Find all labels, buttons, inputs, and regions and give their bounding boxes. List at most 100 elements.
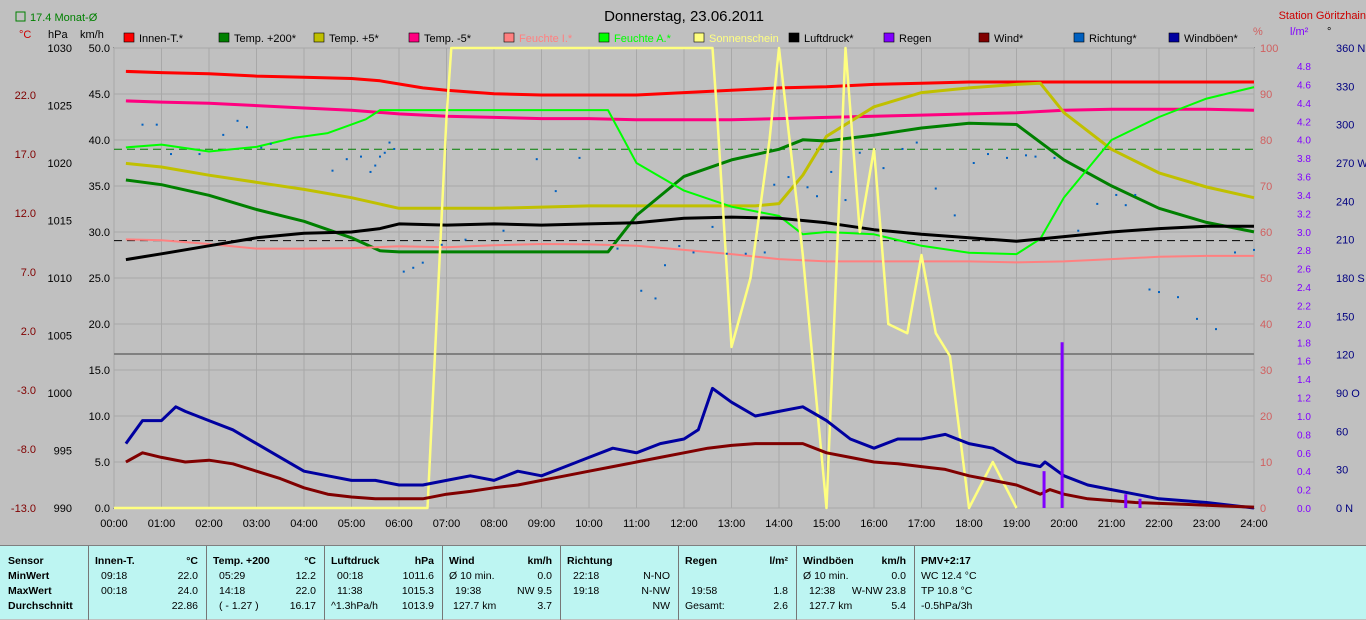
series-line-innen-t- — [125, 69, 1254, 97]
direction-point — [1034, 155, 1037, 158]
tick-label-time: 04:00 — [290, 518, 318, 530]
tick-label-celsius: 12.0 — [15, 208, 36, 220]
tick-label-kmh: 15.0 — [89, 365, 110, 377]
tick-label-hpa: 1020 — [48, 158, 72, 170]
tick-label-percent: 20 — [1260, 411, 1272, 423]
direction-point — [1134, 193, 1137, 196]
tick-label-direction: 270 W — [1336, 158, 1366, 170]
rain-bar — [1060, 342, 1064, 508]
legend-label: Richtung* — [1089, 33, 1137, 45]
tick-label-rain: 1.0 — [1297, 412, 1311, 423]
col-unit: km/h — [881, 555, 906, 567]
axis-unit-percent: % — [1253, 26, 1263, 38]
direction-point — [678, 245, 681, 248]
tick-label-kmh: 45.0 — [89, 89, 110, 101]
avg-note: Gesamt: — [685, 600, 725, 612]
tick-label-celsius: 2.0 — [21, 326, 36, 338]
direction-point — [1115, 193, 1118, 196]
direction-point — [711, 225, 714, 228]
direction-point — [654, 297, 657, 300]
min-time: 00:18 — [337, 570, 364, 582]
luftdruck-column: Luftdruck hPa 00:18 1011.6 11:38 1015.3 ^1.… — [324, 546, 442, 620]
col-unit: hPa — [414, 555, 434, 567]
direction-point — [1148, 288, 1151, 291]
direction-point — [402, 270, 405, 273]
richtung-column: Richtung 22:18 N-NO 19:18 N-NW NW — [560, 546, 678, 620]
col-title: Wind — [449, 555, 475, 567]
max-time: 14:18 — [219, 585, 246, 597]
legend-swatch — [313, 32, 325, 43]
max-time: 19:58 — [691, 585, 718, 597]
direction-point — [170, 153, 172, 156]
min-value: 0.0 — [891, 570, 906, 582]
tick-label-hpa: 1000 — [48, 388, 72, 400]
avg-value: 22.86 — [171, 600, 198, 612]
direction-point — [773, 183, 776, 186]
direction-point — [640, 289, 643, 292]
tick-label-percent: 70 — [1260, 181, 1272, 193]
direction-point — [421, 261, 424, 264]
tick-label-percent: 0 — [1260, 503, 1266, 515]
chart-title: Donnerstag, 23.06.2011 — [604, 8, 764, 25]
sensor-column: Sensor MinWert MaxWert Durchschnitt — [0, 546, 88, 620]
tick-label-time: 01:00 — [148, 518, 176, 530]
direction-point — [987, 153, 989, 156]
legend-swatch — [883, 32, 895, 43]
tick-label-kmh: 25.0 — [89, 273, 110, 285]
max-value: 1.8 — [773, 585, 788, 597]
tick-label-rain: 4.4 — [1297, 99, 1311, 110]
tick-label-time: 17:00 — [908, 518, 936, 530]
weather-chart: 22.0 17.0 12.0 7.0 2.0 -3.0 -8.0 -13.0 1030 1025 1… — [11, 8, 1366, 530]
legend-swatch — [788, 32, 800, 43]
direction-point — [331, 169, 334, 172]
tick-label-kmh: 5.0 — [95, 457, 110, 469]
tick-label-time: 05:00 — [338, 518, 366, 530]
min-time: 05:29 — [219, 570, 246, 582]
station-name: Station Göritzhain — [1279, 10, 1366, 22]
direction-point — [554, 190, 557, 193]
direction-point — [269, 142, 272, 145]
tick-label-time: 13:00 — [718, 518, 746, 530]
avg-note: ^1.3hPa/h — [331, 600, 378, 612]
col-title: Luftdruck — [331, 555, 380, 567]
tick-label-rain: 4.6 — [1297, 80, 1311, 91]
min-value: 22.0 — [177, 570, 198, 582]
axis-unit-kmh: km/h — [80, 29, 104, 41]
direction-point — [915, 141, 918, 144]
tick-label-direction: 360 N — [1336, 43, 1365, 55]
tick-label-percent: 10 — [1260, 457, 1272, 469]
rain-bar — [1042, 471, 1046, 508]
tick-label-direction: 30 — [1336, 465, 1348, 477]
max-time: 11:38 — [337, 585, 363, 597]
legend-label: Wind* — [994, 33, 1024, 45]
tick-label-direction: 300 — [1336, 120, 1354, 132]
legend-swatch — [693, 32, 705, 43]
windboeen-column: Windböen km/h Ø 10 min. 0.0 12:38 W-NW 23.8… — [796, 546, 914, 620]
max-time: 19:38 — [455, 585, 482, 597]
series-line-temp-5- — [125, 81, 1255, 210]
legend-label: Temp. +200* — [234, 33, 297, 45]
axis-unit-direction: ° — [1327, 26, 1331, 38]
direction-point — [616, 247, 619, 250]
stats-panel: Sensor MinWert MaxWert Durchschnitt Inne… — [0, 545, 1366, 620]
tick-label-rain: 4.2 — [1297, 117, 1311, 128]
legend-label: Regen — [899, 33, 931, 45]
direction-point — [901, 147, 904, 150]
direction-point — [198, 153, 201, 156]
monthly-avg-marker — [15, 11, 26, 22]
tick-label-hpa: 1010 — [48, 273, 72, 285]
max-time: 19:18 — [573, 585, 600, 597]
direction-point — [725, 252, 728, 255]
tick-label-time: 07:00 — [433, 518, 461, 530]
legend-swatch — [1168, 32, 1180, 43]
tick-label-time: 00:00 — [100, 518, 128, 530]
tick-label-kmh: 40.0 — [89, 135, 110, 147]
tick-label-rain: 2.2 — [1297, 301, 1311, 312]
direction-point — [1234, 251, 1236, 254]
min-time: 09:18 — [101, 570, 128, 582]
tick-label-hpa: 1005 — [48, 331, 72, 343]
direction-point — [1196, 317, 1198, 320]
tick-label-time: 12:00 — [670, 518, 698, 530]
direction-point — [816, 195, 818, 198]
direction-point — [388, 141, 391, 144]
